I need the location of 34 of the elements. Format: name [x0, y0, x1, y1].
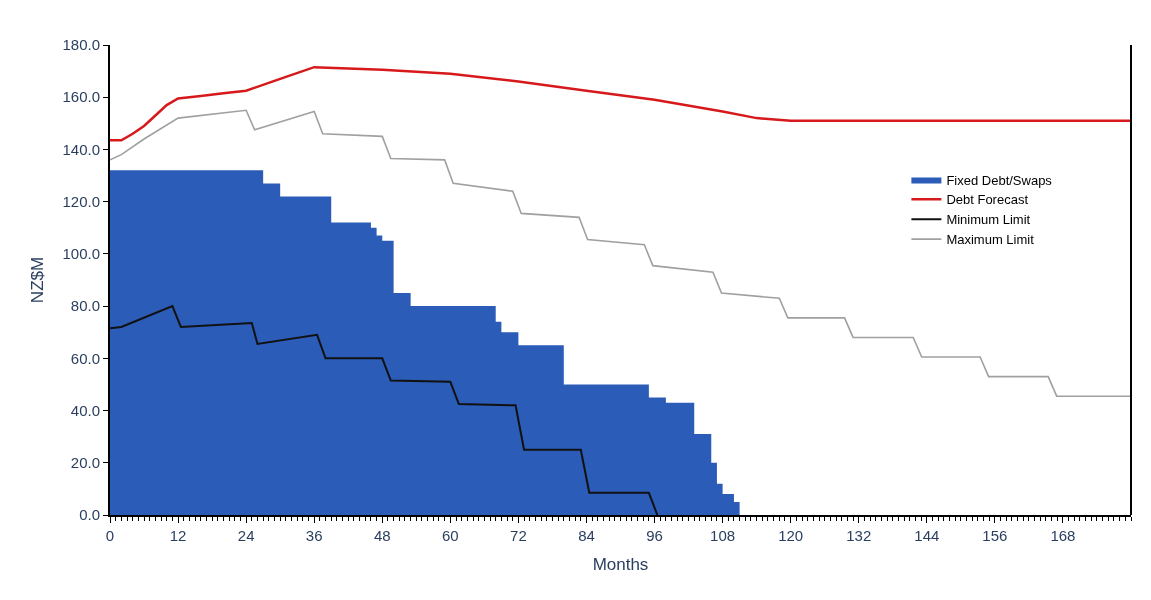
line-series: [110, 65, 1131, 142]
legend-label: Minimum Limit: [946, 212, 1031, 228]
y-tick-label: 180.0: [62, 36, 100, 54]
x-tick-label: 60: [441, 527, 459, 544]
x-tick-label: 72: [510, 527, 527, 544]
y-tick-label: 140.0: [62, 140, 100, 158]
legend-label: Fixed Debt/Swaps: [946, 172, 1053, 188]
x-axis-title: Months: [592, 554, 649, 574]
x-tick-label: 84: [578, 527, 595, 544]
x-tick-label: 96: [646, 527, 663, 544]
line-series: [110, 109, 1131, 397]
x-tick-label: 12: [169, 527, 187, 544]
y-tick-label: 80.0: [70, 297, 100, 315]
line-series: [110, 305, 659, 515]
x-tick-label: 24: [237, 527, 255, 544]
legend-label: Maximum Limit: [946, 232, 1035, 248]
x-tick-label: 48: [373, 527, 391, 544]
y-tick-label: 160.0: [62, 88, 100, 106]
y-tick-label: 120.0: [62, 192, 100, 210]
legend-label: Debt Forecast: [946, 192, 1029, 208]
x-tick-label: 132: [846, 527, 872, 544]
x-tick-label: 120: [778, 527, 804, 544]
x-tick-label: 108: [710, 527, 736, 544]
y-tick-label: 60.0: [70, 349, 100, 367]
x-tick-label: 168: [1050, 527, 1076, 544]
x-tick-label: 0: [105, 527, 115, 544]
y-tick-label: 40.0: [70, 401, 100, 419]
x-tick-label: 144: [914, 527, 940, 544]
y-tick-label: 0.0: [79, 506, 100, 524]
x-tick-label: 36: [305, 527, 323, 544]
x-tick-label: 156: [982, 527, 1008, 544]
y-axis-title: NZ$M: [27, 256, 47, 304]
y-tick-label: 100.0: [62, 245, 100, 263]
y-tick-label: 20.0: [70, 454, 100, 472]
